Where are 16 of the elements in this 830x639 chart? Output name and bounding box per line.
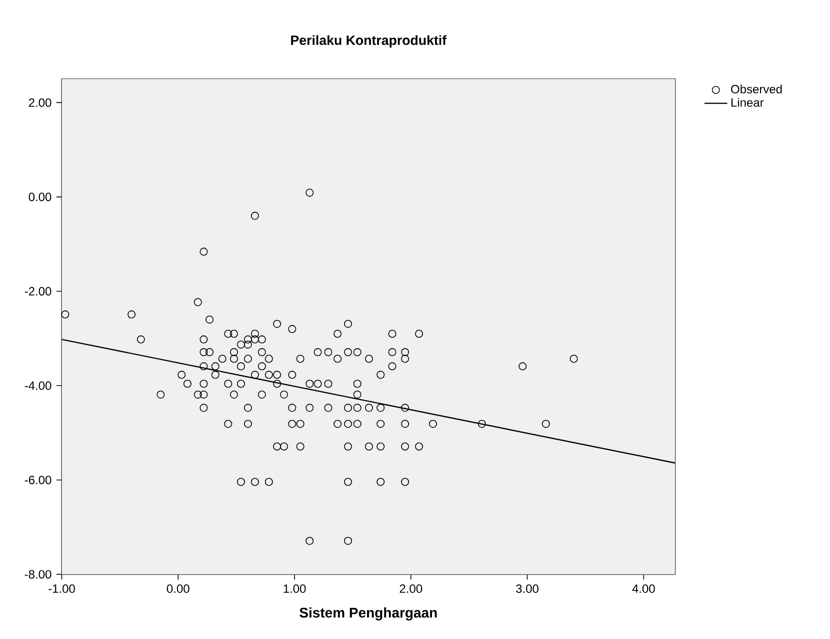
legend-label: Linear: [731, 98, 764, 107]
x-tick-label: 4.00: [632, 584, 655, 593]
y-tick-label: 0.00: [28, 192, 52, 202]
x-tick-label: 3.00: [516, 584, 538, 593]
x-tick-label: 0.00: [166, 584, 190, 593]
legend-label: Observed: [731, 84, 782, 94]
y-tick-label: -2.00: [24, 287, 52, 296]
y-tick-label: -4.00: [24, 381, 52, 390]
y-tick-label: 2.00: [28, 98, 52, 107]
y-tick-label: -6.00: [24, 476, 52, 484]
chart-title: Perilaku Kontraproduktif: [291, 35, 447, 48]
x-tick-label: 2.00: [400, 584, 422, 593]
x-axis-title: Sistem Penghargaan: [300, 607, 437, 620]
x-tick-label: 1.00: [284, 584, 306, 593]
x-tick-label: -1.00: [48, 584, 75, 593]
y-tick-label: -8.00: [24, 570, 52, 579]
